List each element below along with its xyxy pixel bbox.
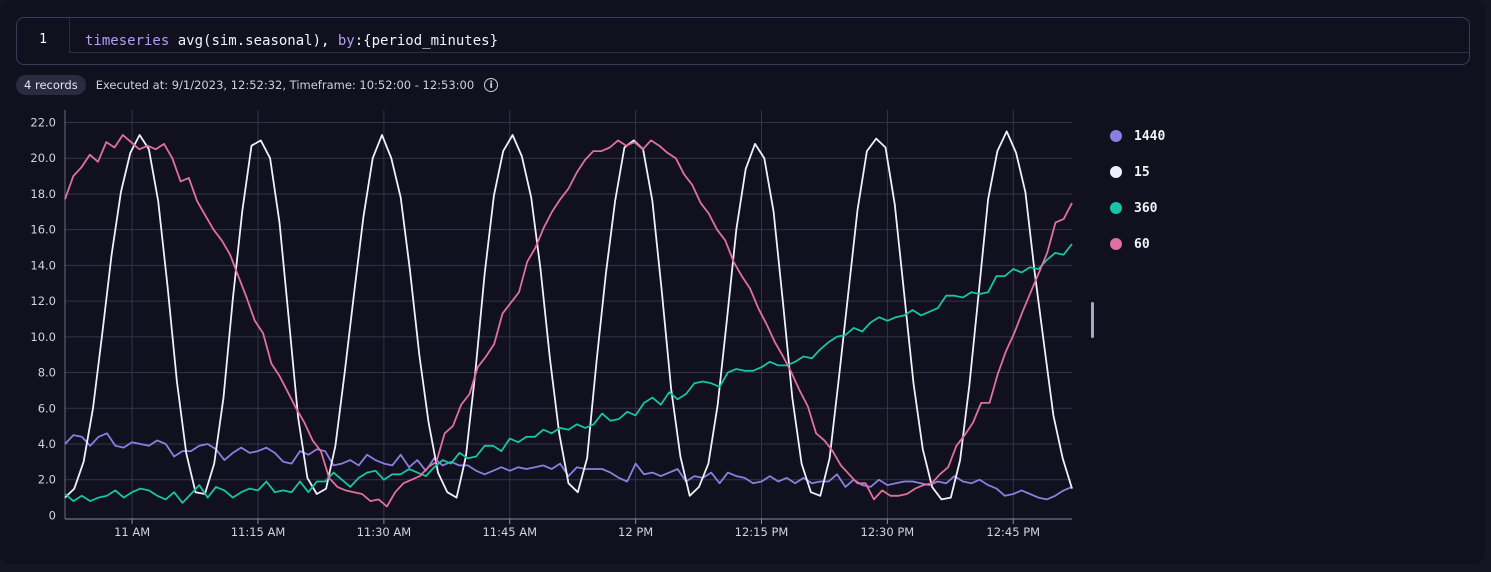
series-line-15 — [64, 130, 1073, 501]
y-tick-label-20: 20.0 — [30, 151, 56, 165]
legend-resize-handle[interactable] — [1091, 302, 1094, 338]
x-tick-label: 11:15 AM — [231, 525, 286, 539]
x-tick-label: 11:45 AM — [482, 525, 537, 539]
query-code[interactable]: timeseries avg(sim.seasonal), by:{period… — [85, 33, 498, 49]
y-tick-label-4: 4.0 — [38, 437, 56, 451]
legend-label: 15 — [1134, 164, 1150, 180]
x-tick-label: 12:45 PM — [986, 525, 1040, 539]
x-tick-label: 11 AM — [114, 525, 150, 539]
code-keyword-by: by — [337, 33, 355, 49]
x-tick-label: 11:30 AM — [357, 525, 412, 539]
series-line-360 — [64, 243, 1073, 504]
x-axis: 11 AM 11:15 AM 11:30 AM 11:45 AM 12 PM 12:15 … — [114, 519, 1040, 539]
legend-label: 60 — [1134, 236, 1150, 252]
y-tick-label-22: 22.0 — [30, 116, 56, 130]
code-keyword-timeseries: timeseries — [85, 33, 170, 49]
editor-gutter: 1 — [17, 18, 70, 52]
series-line-60 — [64, 134, 1073, 508]
legend-item-15[interactable]: 15 — [1110, 154, 1165, 190]
legend-dot-icon — [1110, 130, 1122, 142]
legend-item-1440[interactable]: 1440 — [1110, 118, 1165, 154]
y-tick-label-14: 14.0 — [30, 258, 56, 272]
code-expression: avg(sim.seasonal), — [169, 33, 338, 49]
code-editor[interactable]: 1 timeseries avg(sim.seasonal), by:{peri… — [16, 17, 1470, 65]
records-badge: 4 records — [16, 75, 86, 95]
line-number: 1 — [39, 32, 47, 47]
info-icon[interactable]: i — [484, 78, 499, 92]
execution-info: Executed at: 9/1/2023, 12:52:32, Timefra… — [95, 78, 475, 92]
legend-label: 1440 — [1134, 128, 1166, 144]
y-tick-label-0: 0 — [49, 508, 56, 522]
code-group-by: :{period_minutes} — [354, 33, 499, 49]
x-tick-label: 12 PM — [618, 525, 653, 539]
y-axis: 0 2.0 4.0 6.0 8.0 10.0 12.0 14.0 16.0 18.0 20.0 22.… — [30, 116, 56, 523]
y-tick-label-16: 16.0 — [30, 223, 56, 237]
editor-line-separator — [69, 52, 1469, 53]
x-tick-label: 12:30 PM — [861, 525, 915, 539]
y-tick-label-6: 6.0 — [38, 401, 56, 415]
chart-legend: 1440 15 360 60 — [1110, 118, 1165, 262]
chart-series — [64, 130, 1073, 508]
legend-item-60[interactable]: 60 — [1110, 226, 1165, 262]
result-meta: 4 records Executed at: 9/1/2023, 12:52:3… — [16, 75, 499, 95]
y-tick-label-8: 8.0 — [38, 366, 56, 380]
y-tick-label-18: 18.0 — [30, 187, 56, 201]
y-tick-label-2: 2.0 — [38, 473, 56, 487]
timeseries-chart[interactable]: 0 2.0 4.0 6.0 8.0 10.0 12.0 14.0 16.0 18.0 20.0 22.… — [0, 0, 1100, 560]
legend-dot-icon — [1110, 166, 1122, 178]
legend-item-360[interactable]: 360 — [1110, 190, 1165, 226]
legend-dot-icon — [1110, 202, 1122, 214]
y-tick-label-12: 12.0 — [30, 294, 56, 308]
x-tick-label: 12:15 PM — [735, 525, 789, 539]
series-line-1440 — [64, 432, 1073, 501]
y-tick-label-10: 10.0 — [30, 330, 56, 344]
legend-dot-icon — [1110, 238, 1122, 250]
legend-label: 360 — [1134, 200, 1158, 216]
